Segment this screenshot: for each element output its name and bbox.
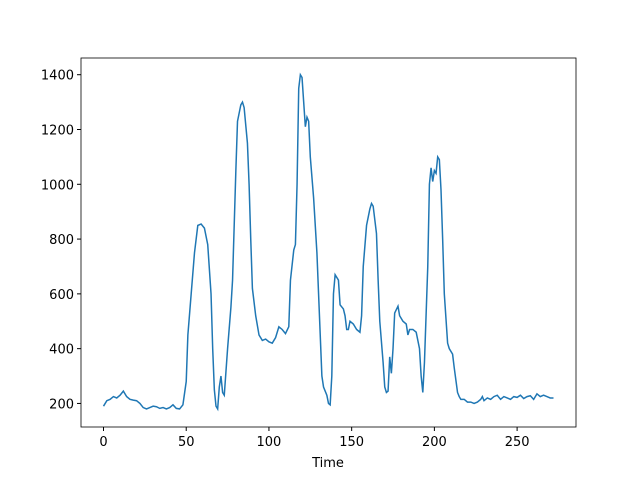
x-tick-label: 0 [99, 435, 107, 450]
plot-frame [80, 57, 577, 428]
y-tick-label: 400 [49, 343, 74, 358]
x-tick-label: 250 [505, 435, 530, 450]
y-tick-label: 1000 [41, 178, 74, 193]
x-tick-label: 200 [422, 435, 447, 450]
y-tick-label: 600 [49, 288, 74, 303]
data-line [102, 72, 554, 412]
x-tick-label: 150 [339, 435, 364, 450]
y-tick-label: 1400 [41, 69, 74, 84]
y-tick-label: 800 [49, 233, 74, 248]
y-tick-label: 200 [49, 397, 74, 412]
x-tick-label: 50 [178, 435, 195, 450]
x-axis-label: Time [311, 456, 344, 471]
x-tick-label: 100 [257, 435, 282, 450]
y-tick-label: 1200 [41, 123, 74, 138]
